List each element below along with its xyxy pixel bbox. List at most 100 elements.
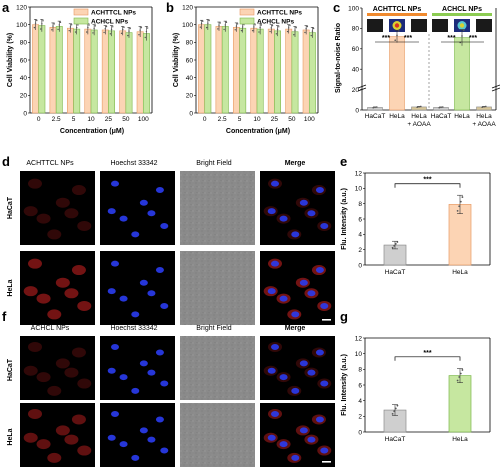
micrograph-grid-f: ACHCL NPs Hoechst 33342 Bright Field Mer… <box>7 325 335 467</box>
chart-a-point <box>77 24 79 26</box>
chart-b-point <box>258 31 260 33</box>
chart-a: 0 2.5 5 10 25 50 100 0 20 40 60 80 100 120 ACHTTCL NP… <box>7 4 153 135</box>
micro-d-nucleus <box>299 279 308 286</box>
micro-f-col-2: Hoechst 33342 <box>110 325 157 332</box>
micro-f-nucleus <box>147 436 156 443</box>
micro-f-nucleus <box>139 360 148 367</box>
micro-d-cell-red <box>71 185 86 196</box>
micro-f-nucleus <box>111 343 119 350</box>
chart-b-x-tick-label: 100 <box>304 116 315 123</box>
micro-f-nucleus <box>271 343 279 350</box>
micro-f-cell-red <box>36 372 51 383</box>
chart-b-x-tick-label: 50 <box>288 116 296 123</box>
chart-e: *** HaCaT HeLa 0 2 4 6 8 10 12 Flu. Intensity (a… <box>341 170 491 276</box>
micro-d-nucleus <box>291 311 300 318</box>
micro-f-nucleus <box>107 367 116 374</box>
chart-e-y-tick-label: 12 <box>355 170 363 177</box>
micro-f-cell-red <box>71 347 86 358</box>
chart-a-point <box>53 23 55 25</box>
chart-b-x-tick-label: 25 <box>271 116 279 123</box>
chart-b-point <box>199 26 202 28</box>
chart-e-sig-label: *** <box>423 177 431 184</box>
micro-d-col-2: Hoechst 33342 <box>110 160 157 167</box>
chart-g-point <box>394 407 397 410</box>
micro-f-nucleus <box>119 374 128 381</box>
chart-a-point <box>139 29 141 31</box>
micro-d-nucleus <box>147 290 156 297</box>
micro-f-row-1: HaCaT <box>7 358 14 381</box>
chart-a-bar <box>90 29 98 114</box>
chart-a-bar <box>55 26 63 114</box>
micro-d-nucleus <box>111 180 119 187</box>
micro-d-nucleus <box>139 199 148 206</box>
micro-f-nucleus <box>119 441 128 448</box>
chart-a-point <box>57 28 59 31</box>
chart-a-point <box>36 19 38 22</box>
chart-g-point <box>459 372 462 375</box>
chart-b-point <box>234 29 236 31</box>
chart-b-point <box>288 27 290 29</box>
micro-d-nucleus <box>155 187 164 194</box>
micro-d-tile <box>180 251 255 325</box>
chart-a-point <box>39 28 42 30</box>
chart-a-point <box>34 22 37 24</box>
chart-c-point <box>416 106 419 109</box>
chart-g-y-tick-label: 4 <box>358 398 362 405</box>
chart-c-point <box>481 106 484 109</box>
micro-f-cell-red <box>64 367 79 378</box>
chart-c-x-tick-label-line2: + AOAA <box>472 121 496 128</box>
chart-b-legend-swatch-2 <box>239 17 255 25</box>
chart-a-y-tick-label: 100 <box>16 22 27 29</box>
chart-e-y-tick-label: 2 <box>358 247 362 254</box>
chart-c-point <box>394 39 397 42</box>
chart-a-bar <box>125 32 133 114</box>
chart-e-point <box>459 200 462 203</box>
chart-b-point <box>217 28 219 30</box>
chart-g-sig-bracket <box>394 356 461 361</box>
micro-f-nucleus <box>155 349 164 356</box>
chart-g-y-tick-label: 6 <box>358 382 362 389</box>
chart-c-thumb-6 <box>476 19 492 32</box>
chart-a-y-tick-label: 0 <box>23 110 27 117</box>
chart-c-point <box>442 106 444 108</box>
chart-b-point <box>304 31 306 34</box>
micro-d-nucleus <box>119 215 128 222</box>
chart-a-point <box>70 24 73 26</box>
micro-d-nucleus <box>107 208 116 215</box>
micro-f-cell-red <box>23 365 38 376</box>
chart-c-group-bar-orange <box>367 13 427 16</box>
chart-e-y-tick-label: 6 <box>358 216 362 223</box>
micro-d-cell-red <box>47 229 62 240</box>
chart-c-thumbnails <box>367 19 492 32</box>
chart-a-point <box>128 30 130 32</box>
chart-b-bar <box>256 28 264 114</box>
micro-d-nucleus <box>119 295 128 302</box>
micro-d-nucleus <box>155 267 164 274</box>
panel-label-g: g <box>340 309 348 324</box>
chart-b-x-tick-label: 0 <box>203 116 207 123</box>
chart-c-sig-label: *** <box>382 35 390 42</box>
micro-f-nucleus <box>279 441 288 448</box>
chart-b-y-tick-label: 100 <box>182 22 193 29</box>
chart-a-point <box>74 31 77 33</box>
chart-b-point <box>286 30 289 33</box>
chart-e-point <box>391 246 394 249</box>
chart-a-point <box>92 32 94 34</box>
chart-b-point <box>306 25 309 28</box>
chart-c-point <box>398 30 400 32</box>
chart-a-x-tick-label: 100 <box>138 116 149 123</box>
chart-c-point <box>420 105 422 108</box>
chart-b-point <box>269 30 271 33</box>
micro-f-cell-red <box>28 408 42 419</box>
chart-g-point <box>461 369 464 371</box>
chart-b-bar <box>274 30 282 114</box>
chart-b-point <box>278 26 280 28</box>
chart-b-point <box>243 24 245 26</box>
chart-b-point <box>270 27 272 29</box>
chart-b-y-label: Cell Viability (%) <box>173 33 180 87</box>
chart-b-point <box>235 25 238 27</box>
chart-b-bar <box>204 24 212 114</box>
chart-c-point <box>396 34 398 37</box>
chart-c-thumb-1 <box>367 19 383 32</box>
chart-a-legend-swatch-1 <box>73 8 89 16</box>
